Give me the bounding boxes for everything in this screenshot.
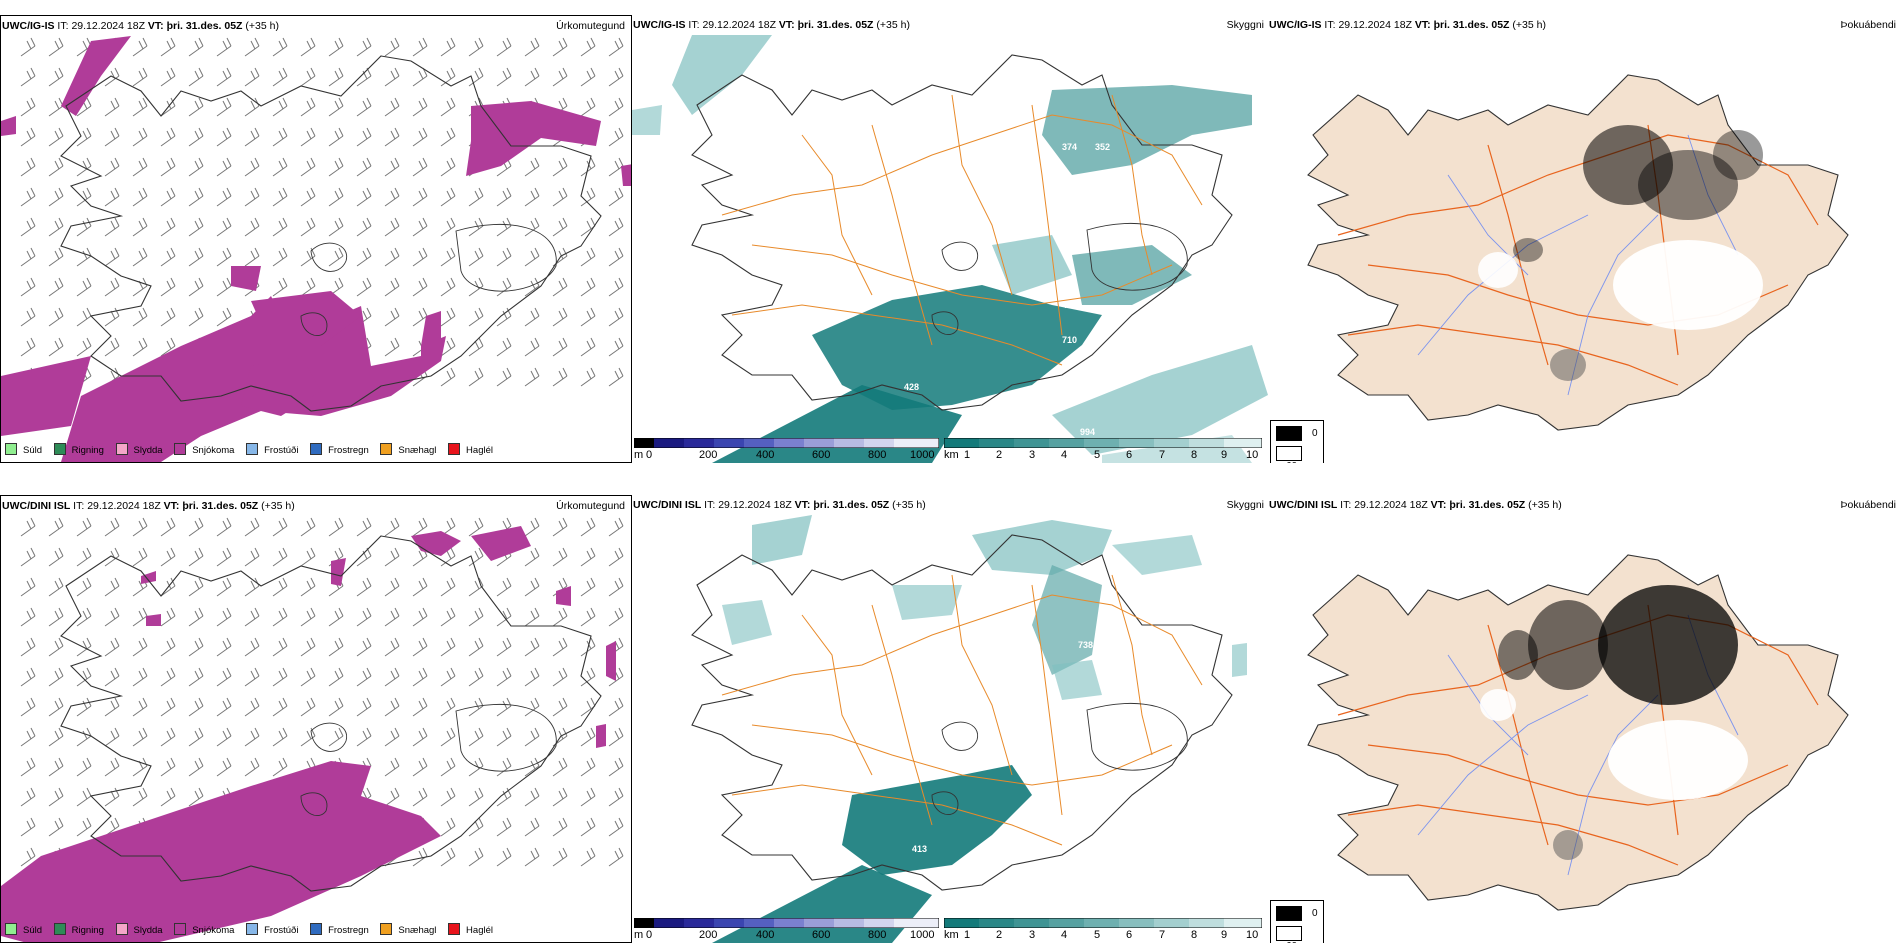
legend-item: Haglél: [448, 923, 493, 936]
precip-map: [1, 517, 624, 942]
cloud-base-label: 435: [1062, 300, 1077, 310]
iceland-coastline: [60, 535, 602, 892]
legend-item: Snjókoma: [174, 443, 234, 456]
fog-legend: 0 60: [1270, 420, 1324, 463]
cbar-unit: m: [634, 929, 644, 941]
precip-panel-igis: UWC/IG-IS IT: 29.12.2024 18Z VT: þri. 31…: [0, 15, 632, 463]
glaciers: [931, 222, 1188, 335]
cloud-base-label: 994: [1080, 427, 1095, 437]
panel-title: Úrkomutegund: [556, 500, 625, 512]
fog-shading: [1480, 585, 1748, 860]
panel-title: Úrkomutegund: [556, 20, 625, 32]
glaciers: [931, 702, 1188, 815]
legend-item: Slydda: [115, 443, 163, 456]
cloud-base-colorbar: m 0 200 400 600 800 1000: [634, 918, 939, 943]
cloud-panel-dini: UWC/DINI ISL IT: 29.12.2024 18Z VT: þri.…: [632, 495, 1268, 943]
panel-title: Skyggni: [1226, 499, 1264, 511]
legend-item: Súld: [5, 923, 42, 936]
iceland-land: [1307, 74, 1849, 431]
legend-item: Snæhagl: [380, 443, 436, 456]
cloud-base-label: 428: [904, 382, 919, 392]
fog-map: [1307, 74, 1849, 431]
visibility-colorbar: km 1 2 3 4 5 6 7 8 9 10: [944, 918, 1262, 943]
cloud-base-label: 374: [1062, 142, 1077, 152]
cloud-base-label: 317: [938, 871, 953, 881]
snow-areas: [1, 526, 616, 942]
precip-panel-dini: UWC/DINI ISL IT: 29.12.2024 18Z VT: þri.…: [0, 495, 632, 943]
model-header: UWC/DINI ISL IT: 29.12.2024 18Z VT: þri.…: [633, 499, 926, 511]
fog-legend: 0 60: [1270, 900, 1324, 943]
fog-map: [1307, 554, 1849, 911]
road-network: [721, 574, 1203, 846]
cbar-unit: km: [944, 449, 959, 461]
visibility-colorbar: km 1 2 3 4 5 6 7 8 9 10: [944, 438, 1262, 463]
precip-legend: Súld Rigning Slydda Snjókoma Frostúði Fr…: [5, 443, 502, 456]
teal-areas: [632, 35, 1268, 463]
snow-areas: [1, 36, 631, 462]
panel-title: Þokuábendi: [1840, 19, 1896, 31]
glaciers: [300, 223, 557, 336]
legend-item: Frostúði: [246, 923, 298, 936]
cloud-base-label: 413: [912, 844, 927, 854]
fog-shading: [1478, 125, 1763, 381]
panel-title: Skyggni: [1226, 19, 1264, 31]
cloud-base-label: 352: [1095, 142, 1110, 152]
cbar-unit: km: [944, 929, 959, 941]
legend-item: Haglél: [448, 443, 493, 456]
iceland-coastline: [691, 534, 1233, 891]
cloud-panel-igis: UWC/IG-IS IT: 29.12.2024 18Z VT: þri. 31…: [632, 15, 1268, 463]
legend-item: Súld: [5, 443, 42, 456]
model-header: UWC/DINI ISL IT: 29.12.2024 18Z VT: þri.…: [2, 500, 295, 512]
legend-item: Rigning: [53, 443, 104, 456]
precip-map: [1, 36, 631, 462]
cloud-base-label: 738: [1078, 640, 1093, 650]
precip-legend: Súld Rigning Slydda Snjókoma Frostúði Fr…: [5, 923, 502, 936]
iceland-coastline: [691, 54, 1233, 411]
cloud-base-label: 97: [1089, 175, 1099, 185]
legend-item: Slydda: [115, 923, 163, 936]
cloud-base-labels: 382 738 413 317: [912, 580, 1093, 881]
legend-item: Frostregn: [310, 443, 369, 456]
cloud-map: 374 352 97 435 710 428 994: [632, 35, 1268, 463]
cloud-base-colorbar: m 0 200 400 600 800 1000: [634, 438, 939, 463]
cloud-map: 382 738 413 317: [691, 515, 1247, 943]
legend-item: Frostúði: [246, 443, 298, 456]
fog-panel-igis: UWC/IG-IS IT: 29.12.2024 18Z VT: þri. 31…: [1268, 15, 1900, 463]
panel-title: Þokuábendi: [1840, 499, 1896, 511]
road-network: [721, 94, 1203, 366]
iceland-coastline: [60, 55, 602, 412]
model-header: UWC/IG-IS IT: 29.12.2024 18Z VT: þri. 31…: [2, 20, 279, 32]
cloud-base-label: 710: [1062, 335, 1077, 345]
legend-item: Snjókoma: [174, 923, 234, 936]
legend-item: Snæhagl: [380, 923, 436, 936]
cbar-unit: m: [634, 449, 644, 461]
fog-panel-dini: UWC/DINI ISL IT: 29.12.2024 18Z VT: þri.…: [1268, 495, 1900, 943]
model-header: UWC/IG-IS IT: 29.12.2024 18Z VT: þri. 31…: [1269, 19, 1546, 31]
model-header: UWC/DINI ISL IT: 29.12.2024 18Z VT: þri.…: [1269, 499, 1562, 511]
glaciers: [300, 703, 557, 816]
cloud-base-labels: 374 352 97 435 710 428 994: [904, 142, 1110, 437]
legend-item: Rigning: [53, 923, 104, 936]
model-header: UWC/IG-IS IT: 29.12.2024 18Z VT: þri. 31…: [633, 19, 910, 31]
legend-item: Frostregn: [310, 923, 369, 936]
cloud-base-label: 382: [977, 580, 992, 590]
